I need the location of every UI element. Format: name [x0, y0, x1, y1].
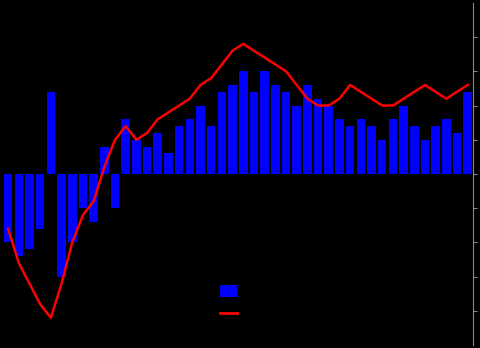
Bar	[207, 126, 216, 174]
Bar	[164, 153, 173, 174]
Bar	[420, 140, 429, 174]
Bar	[335, 119, 344, 174]
Bar	[47, 92, 55, 174]
Bar	[292, 105, 301, 174]
Bar	[14, 174, 23, 256]
Bar	[432, 126, 440, 174]
Bar	[186, 119, 194, 174]
Bar	[36, 174, 45, 229]
Bar	[25, 174, 34, 249]
Bar	[410, 126, 419, 174]
Bar	[143, 147, 151, 174]
Bar	[250, 92, 258, 174]
Bar	[228, 85, 237, 174]
Bar	[239, 71, 248, 174]
Bar	[100, 147, 108, 174]
Bar	[4, 174, 12, 243]
Bar	[367, 126, 376, 174]
Bar	[399, 105, 408, 174]
Bar	[346, 126, 354, 174]
Bar	[314, 99, 323, 174]
Bar	[282, 92, 290, 174]
Bar	[271, 85, 280, 174]
Bar	[89, 174, 98, 222]
Bar	[132, 140, 141, 174]
Bar	[378, 140, 386, 174]
Bar	[79, 174, 87, 208]
Legend: , : ,	[220, 285, 237, 321]
Bar	[68, 174, 76, 243]
Bar	[217, 92, 226, 174]
Bar	[196, 105, 205, 174]
Bar	[154, 133, 162, 174]
Bar	[260, 71, 269, 174]
Bar	[303, 85, 312, 174]
Bar	[57, 174, 66, 277]
Bar	[453, 133, 461, 174]
Bar	[357, 119, 365, 174]
Bar	[121, 119, 130, 174]
Bar	[463, 92, 472, 174]
Bar	[389, 119, 397, 174]
Bar	[175, 126, 183, 174]
Bar	[442, 119, 451, 174]
Bar	[111, 174, 119, 208]
Bar	[324, 105, 333, 174]
